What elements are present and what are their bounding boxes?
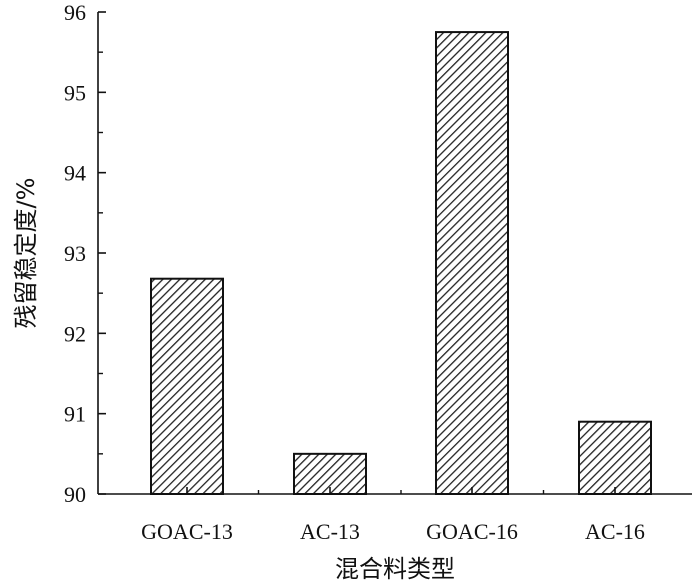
y-tick-label: 93	[64, 241, 86, 266]
y-axis-title: 残留稳定度/%	[12, 178, 40, 329]
y-tick-label: 94	[64, 161, 86, 186]
bar-goac-13	[150, 277, 224, 495]
y-tick-label: 90	[64, 482, 86, 507]
y-tick-label: 92	[64, 321, 86, 346]
x-tick-label: GOAC-16	[426, 519, 518, 544]
x-axis-title: 混合料类型	[335, 555, 455, 583]
y-ticks-group: 90 91 92 93 94 95 96	[64, 0, 106, 507]
y-tick-label: 96	[64, 0, 86, 25]
x-tick-label: GOAC-13	[141, 519, 233, 544]
x-tick-label: AC-13	[300, 519, 360, 544]
x-tick-label: AC-16	[585, 519, 645, 544]
y-tick-label: 95	[64, 80, 86, 105]
x-ticks-group: GOAC-13 AC-13 GOAC-16 AC-16	[141, 487, 645, 544]
bar-ac-16	[578, 420, 652, 496]
y-tick-label: 91	[64, 402, 86, 427]
bars-group	[150, 31, 652, 496]
bar-goac-16	[435, 31, 509, 495]
